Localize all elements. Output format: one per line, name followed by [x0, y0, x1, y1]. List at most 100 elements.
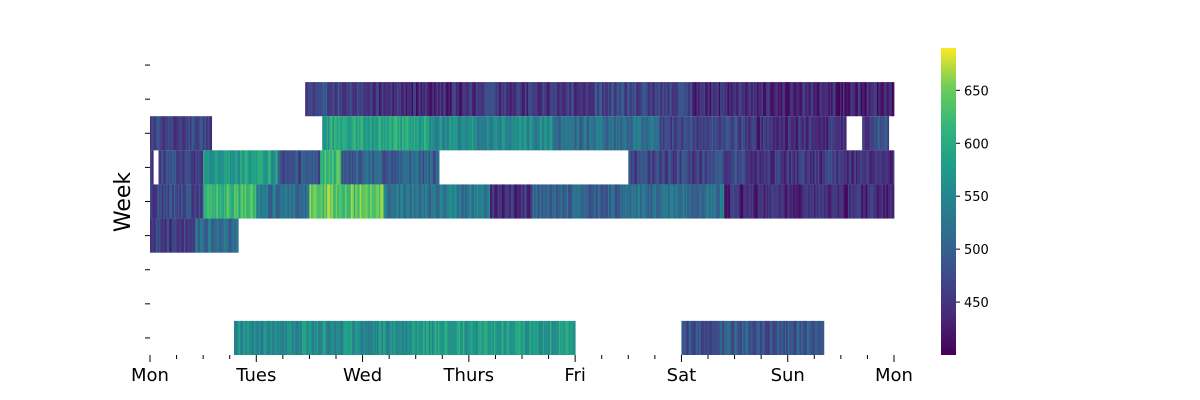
heatmap-cell — [783, 82, 786, 117]
x-tick-label: Fri — [564, 365, 585, 386]
heatmap-cell — [823, 150, 826, 185]
heatmap-cell — [423, 150, 426, 185]
heatmap-cell — [892, 150, 895, 185]
heatmap-cell — [524, 320, 527, 355]
heatmap-cell — [768, 82, 771, 117]
heatmap-cell — [218, 218, 221, 253]
heatmap-cell — [263, 320, 266, 355]
heatmap-cell — [423, 82, 426, 117]
heatmap-cell — [891, 82, 894, 117]
heatmap-cell — [250, 184, 253, 219]
heatmap-cell — [192, 218, 195, 253]
heatmap-cell — [387, 150, 389, 185]
heatmap-cell — [728, 116, 730, 151]
heatmap-cell — [231, 218, 234, 253]
heatmap-cell — [393, 320, 396, 355]
heatmap-cell — [745, 82, 748, 117]
heatmap-cell — [665, 82, 668, 117]
heatmap-cell — [217, 184, 220, 219]
heatmap-cell — [881, 150, 883, 185]
heatmap-cell — [793, 82, 796, 117]
heatmap-cell — [422, 184, 425, 219]
heatmap-cell — [813, 184, 816, 219]
heatmap-cell — [482, 320, 485, 355]
heat-cells — [150, 82, 895, 355]
heatmap-cell — [869, 82, 872, 117]
heatmap-cell — [482, 184, 485, 219]
heatmap-cell — [631, 82, 634, 117]
heatmap-cell — [783, 116, 786, 151]
heatmap-cell — [426, 320, 428, 355]
heatmap-cell — [492, 116, 495, 151]
heatmap-cell — [836, 184, 839, 219]
heatmap-cell — [371, 82, 374, 117]
heatmap-cell — [668, 150, 671, 185]
heatmap-cell — [426, 150, 429, 185]
heatmap-cell — [390, 82, 393, 117]
heatmap-cell — [308, 82, 311, 117]
heatmap-cell — [223, 184, 226, 219]
heatmap-cell — [684, 82, 687, 117]
heatmap-cell — [486, 116, 489, 151]
heatmap-cell — [740, 184, 743, 219]
heatmap-cell — [155, 218, 158, 253]
heatmap-cell — [654, 150, 657, 185]
heatmap-cell — [862, 116, 864, 151]
heatmap-cell — [333, 82, 336, 117]
heatmap-cell — [185, 150, 187, 185]
heatmap-cell — [754, 116, 756, 151]
heatmap-cell — [798, 320, 800, 355]
heatmap-cell — [621, 116, 624, 151]
heatmap-cell — [298, 150, 301, 185]
heatmap-cell — [763, 184, 766, 219]
heatmap-cell — [814, 150, 817, 185]
heatmap-cell — [741, 320, 744, 355]
heatmap-cell — [321, 320, 323, 355]
heatmap-cell — [706, 320, 709, 355]
heatmap-cell — [357, 320, 360, 355]
heatmap-cell — [275, 184, 278, 219]
heatmap-cell — [721, 150, 724, 185]
heatmap-cell — [408, 184, 411, 219]
heatmap-cell — [226, 184, 229, 219]
heatmap-cell — [377, 82, 380, 117]
heatmap-cell — [628, 150, 631, 185]
heatmap-cell — [697, 184, 700, 219]
heatmap-cell — [438, 82, 441, 117]
heatmap-cell — [823, 116, 826, 151]
heatmap-cell — [206, 218, 209, 253]
heatmap-cell — [786, 82, 789, 117]
heatmap-cell — [838, 150, 841, 185]
heatmap-cell — [794, 184, 797, 219]
x-tick-label: Sun — [771, 365, 805, 386]
heatmap-cell — [788, 116, 790, 151]
heatmap-cell — [309, 82, 312, 117]
heatmap-cell — [657, 116, 660, 151]
heatmap-cell — [377, 320, 380, 355]
heatmap-cell — [154, 184, 157, 219]
heatmap-cell — [427, 82, 430, 117]
heatmap-cell — [746, 116, 749, 151]
heatmap-cell — [385, 150, 388, 185]
heatmap-cell — [845, 150, 848, 185]
heatmap-cell — [198, 116, 201, 151]
heatmap-cell — [338, 320, 341, 355]
heatmap-cell — [571, 116, 574, 151]
heatmap-cell — [672, 184, 675, 219]
heatmap-cell — [777, 150, 780, 185]
heatmap-cell — [290, 184, 293, 219]
heatmap-cell — [719, 320, 722, 355]
heatmap-cell — [238, 150, 241, 185]
heatmap-cell — [662, 82, 665, 117]
heatmap-cell — [431, 320, 434, 355]
heatmap-cell — [699, 82, 702, 117]
heatmap-cell — [635, 150, 638, 185]
heatmap-cell — [210, 184, 213, 219]
heatmap-cell — [587, 82, 590, 117]
heatmap-cell — [767, 116, 770, 151]
heatmap-cell — [272, 320, 275, 355]
heatmap-cell — [564, 320, 567, 355]
heatmap-cell — [328, 82, 331, 117]
heatmap-cell — [389, 82, 392, 117]
heatmap-cell — [346, 184, 349, 219]
